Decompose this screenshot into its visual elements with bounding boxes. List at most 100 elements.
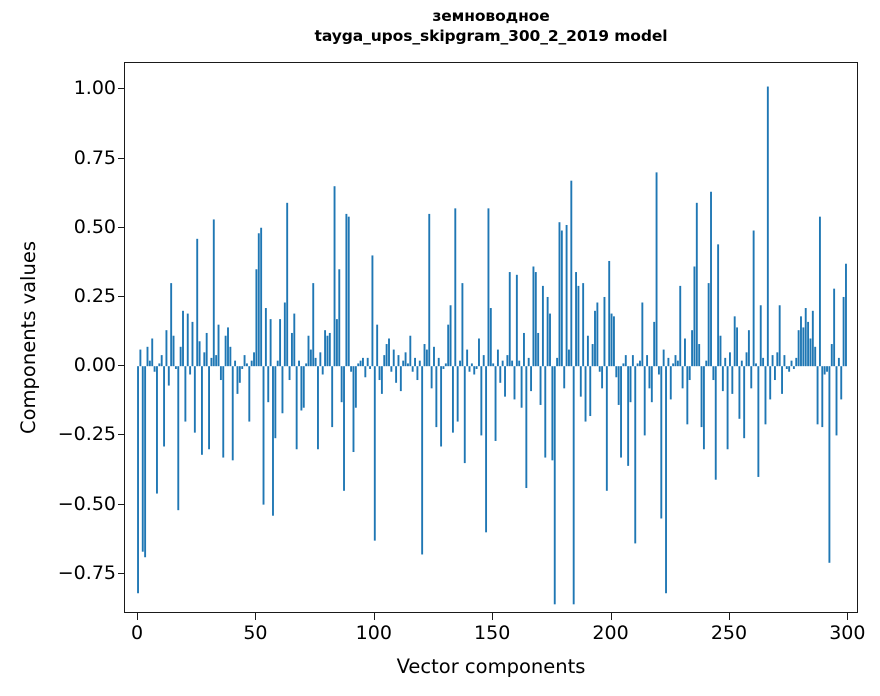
x-tick-label: 0 bbox=[130, 622, 144, 644]
bar bbox=[688, 366, 691, 381]
bar bbox=[837, 357, 840, 367]
x-axis-label: Vector components bbox=[396, 655, 586, 678]
x-tick-mark bbox=[137, 613, 139, 620]
bar bbox=[719, 335, 722, 367]
bar bbox=[612, 316, 615, 367]
bar bbox=[286, 202, 289, 367]
bar bbox=[312, 283, 315, 367]
bar bbox=[449, 305, 452, 367]
bar bbox=[137, 366, 139, 594]
bar bbox=[141, 366, 144, 552]
x-tick-mark bbox=[492, 613, 494, 620]
bar bbox=[795, 357, 798, 367]
bar bbox=[527, 357, 530, 367]
bar bbox=[243, 355, 246, 367]
bar bbox=[750, 366, 753, 389]
bar bbox=[693, 266, 696, 367]
bar bbox=[357, 363, 360, 367]
bar bbox=[442, 366, 445, 369]
x-tick-mark bbox=[255, 613, 257, 620]
bar bbox=[260, 227, 263, 367]
plot-axes bbox=[124, 62, 858, 613]
bar bbox=[707, 283, 710, 367]
bar bbox=[712, 366, 715, 381]
bar bbox=[480, 366, 483, 436]
bar bbox=[172, 335, 175, 367]
bar bbox=[821, 366, 824, 428]
bar bbox=[669, 366, 672, 400]
bar bbox=[428, 213, 431, 367]
bar bbox=[305, 363, 308, 367]
bar bbox=[198, 341, 201, 367]
bar bbox=[485, 366, 488, 533]
bar bbox=[553, 366, 556, 605]
bar bbox=[556, 357, 559, 367]
bar bbox=[774, 366, 776, 381]
bar bbox=[397, 355, 400, 367]
x-tick-label: 200 bbox=[592, 622, 629, 644]
bar bbox=[475, 366, 478, 369]
bar bbox=[809, 338, 812, 367]
bar bbox=[326, 335, 329, 367]
bar bbox=[262, 366, 265, 505]
bar bbox=[582, 283, 585, 367]
bar bbox=[842, 296, 845, 367]
bar bbox=[231, 366, 234, 461]
bar bbox=[205, 332, 208, 367]
bar bbox=[253, 352, 255, 367]
bar bbox=[283, 302, 286, 367]
bar bbox=[537, 332, 540, 367]
bar bbox=[783, 355, 786, 367]
bar bbox=[684, 338, 686, 367]
bar bbox=[388, 338, 390, 367]
bar bbox=[572, 366, 575, 605]
bar bbox=[423, 344, 426, 367]
bar bbox=[421, 366, 424, 555]
y-tick-mark bbox=[117, 572, 124, 574]
bar bbox=[430, 366, 433, 389]
bar bbox=[165, 330, 168, 367]
bar bbox=[496, 349, 499, 367]
y-tick-mark bbox=[117, 295, 124, 297]
bar bbox=[534, 272, 537, 367]
bars-svg bbox=[137, 86, 847, 605]
bar bbox=[771, 355, 774, 367]
bar bbox=[241, 366, 244, 369]
bar bbox=[399, 366, 402, 392]
y-tick-mark bbox=[117, 226, 124, 228]
x-tick-mark bbox=[847, 613, 849, 620]
bar bbox=[156, 366, 158, 494]
bar bbox=[404, 352, 407, 367]
bar bbox=[369, 366, 371, 369]
bar bbox=[740, 360, 743, 367]
bar bbox=[745, 352, 748, 367]
bar bbox=[208, 366, 210, 450]
y-tick-label: 1.00 bbox=[73, 77, 116, 100]
bar bbox=[418, 360, 421, 367]
bar bbox=[755, 363, 757, 367]
bar bbox=[466, 349, 469, 367]
bar bbox=[814, 346, 817, 367]
bar bbox=[648, 366, 651, 389]
bar bbox=[269, 319, 272, 367]
bar bbox=[236, 366, 239, 394]
bar bbox=[340, 366, 343, 403]
bar bbox=[383, 355, 386, 367]
bar bbox=[691, 330, 694, 367]
bar bbox=[264, 308, 267, 367]
bar bbox=[281, 366, 284, 414]
bar bbox=[738, 366, 741, 419]
bars-container bbox=[125, 63, 857, 612]
bar bbox=[525, 366, 528, 489]
bar bbox=[506, 355, 509, 367]
bar bbox=[459, 360, 461, 367]
bar bbox=[833, 288, 836, 367]
bar bbox=[333, 186, 336, 367]
bar bbox=[501, 360, 504, 367]
bar bbox=[478, 338, 480, 367]
bar bbox=[338, 269, 341, 367]
bar bbox=[331, 366, 334, 428]
bar bbox=[224, 335, 227, 367]
bar bbox=[532, 266, 535, 367]
bar bbox=[407, 363, 409, 367]
